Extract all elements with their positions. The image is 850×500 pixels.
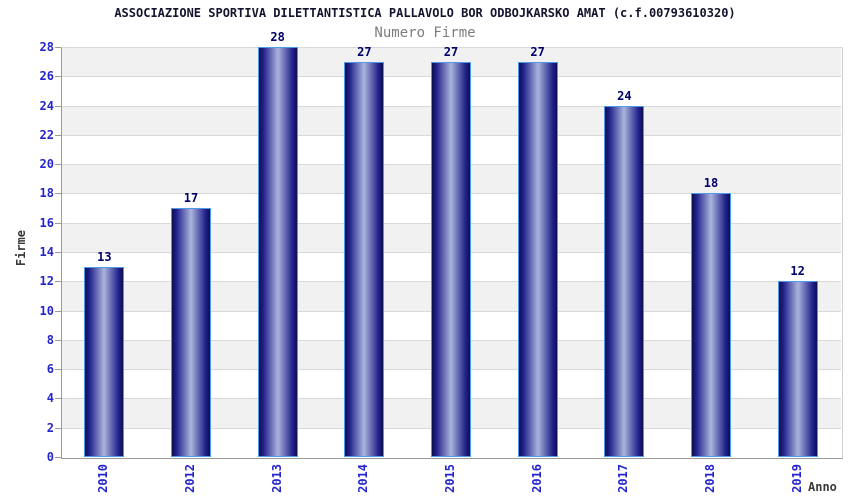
bar-2014 [344, 61, 385, 457]
y-tick-label: 0 [46, 450, 54, 464]
y-tick-mark [55, 76, 61, 78]
y-tick-mark [55, 134, 61, 136]
y-tick-mark [55, 252, 61, 253]
y-tick-mark [55, 222, 61, 224]
y-tick-label: 10 [39, 303, 54, 318]
bar-value-label: 24 [617, 88, 632, 103]
y-tick-label: 22 [39, 127, 54, 142]
y-tick-mark [55, 193, 61, 195]
x-tick-label: 2018 [703, 464, 717, 493]
y-tick-mark [55, 427, 61, 429]
bar-value-label: 27 [530, 44, 545, 59]
bar-value-label: 18 [703, 176, 719, 191]
x-tick-label: 2012 [183, 464, 197, 493]
x-tick-label: 2019 [789, 464, 804, 493]
x-tick-label: 2017 [616, 464, 631, 493]
bar-value-label: 17 [183, 191, 199, 206]
bar-2010 [84, 266, 125, 457]
bar-2017 [604, 105, 645, 457]
y-tick-label: 18 [39, 186, 54, 201]
gridline [62, 47, 841, 48]
y-tick-label: 8 [46, 332, 54, 347]
x-tick-label: 2014 [356, 464, 371, 493]
y-tick-mark [55, 369, 61, 371]
y-tick-label: 12 [39, 274, 54, 289]
y-tick-label: 28 [39, 40, 54, 54]
bar-2015 [431, 61, 471, 457]
y-tick-mark [55, 281, 61, 283]
y-tick-mark [55, 164, 61, 166]
x-tick-label: 2010 [96, 464, 111, 493]
x-tick-label: 2016 [529, 464, 544, 493]
y-tick-label: 24 [39, 98, 54, 113]
bar-2012 [171, 208, 211, 457]
bar-value-label: 27 [443, 44, 459, 59]
y-tick-mark [55, 398, 61, 400]
bar-value-label: 13 [97, 249, 112, 264]
x-tick-label: 2013 [269, 464, 284, 493]
bar-2016 [517, 61, 558, 457]
y-tick-label: 4 [46, 391, 54, 406]
bar-2013 [257, 47, 298, 457]
bar-value-label: 27 [357, 44, 372, 59]
y-tick-mark [55, 310, 61, 312]
y-tick-label: 16 [39, 215, 54, 230]
y-tick-label: 6 [46, 362, 54, 377]
y-tick-label: 2 [46, 420, 54, 435]
chart-title: ASSOCIAZIONE SPORTIVA DILETTANTISTICA PA… [114, 6, 736, 20]
bar-2018 [691, 193, 731, 457]
y-tick-mark [55, 339, 61, 341]
y-tick-mark [55, 47, 61, 48]
x-axis-label: Anno [808, 480, 837, 494]
x-tick-label: 2015 [443, 464, 457, 493]
y-tick-mark [55, 105, 61, 107]
bar-value-label: 12 [790, 264, 805, 279]
y-tick-label: 20 [39, 157, 54, 172]
chart-subtitle: Numero Firme [374, 25, 476, 41]
y-tick-label: 14 [39, 245, 54, 259]
bar-value-label: 28 [270, 30, 285, 44]
y-tick-mark [55, 457, 61, 458]
bar-2019 [777, 281, 818, 457]
y-tick-label: 26 [39, 69, 54, 84]
